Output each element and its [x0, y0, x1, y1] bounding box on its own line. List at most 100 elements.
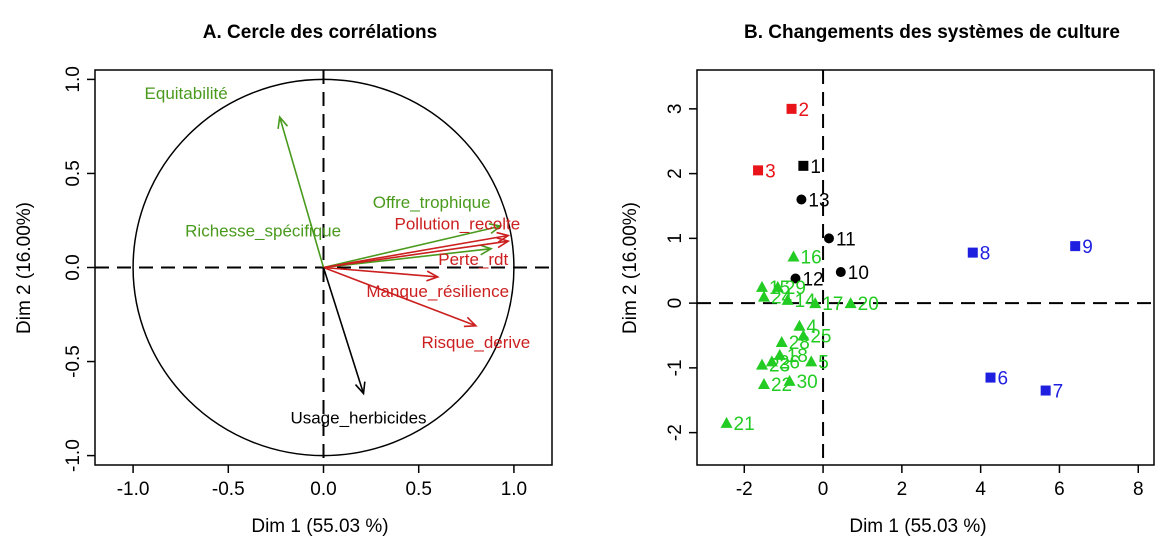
point-square-marker: [1070, 241, 1081, 252]
vector-label: Equitabilité: [145, 84, 228, 103]
point-label: 11: [836, 229, 856, 250]
vector-label: Risque_derive: [421, 333, 530, 352]
point-triangle-marker: [809, 297, 822, 309]
x-tick-label: -2: [736, 479, 753, 500]
x-tick-label: -0.5: [212, 479, 245, 500]
point-label: 20: [858, 294, 879, 315]
point-label: 28: [789, 333, 810, 354]
point-triangle-marker: [756, 280, 769, 292]
x-tick-label: 0.5: [405, 479, 431, 500]
y-tick-label: 1: [665, 233, 686, 244]
panel-b-title: B. Changements des systèmes de culture: [744, 22, 1120, 43]
point-triangle-marker: [720, 416, 733, 428]
vector-arrowhead: [488, 223, 503, 235]
point-triangle-marker: [797, 329, 810, 341]
point-label: 30: [797, 372, 818, 393]
y-tick-label: -0.5: [63, 345, 84, 378]
vector-arrowhead: [426, 270, 440, 282]
vector-arrow: [323, 234, 509, 269]
point-circle-marker: [823, 233, 834, 244]
panel-a-ylabel: Dim 2 (16.00%): [14, 202, 35, 334]
point-circle-marker: [835, 267, 846, 278]
point-triangle-marker: [793, 319, 806, 331]
panel-a-correlation-circle: A. Cercle des corrélations Dim 1 (55.03 …: [14, 22, 553, 537]
point-circle-marker: [796, 194, 807, 205]
point-triangle-marker: [757, 378, 770, 390]
point-label: 1: [810, 157, 821, 178]
point-square-marker: [967, 247, 978, 258]
vector-arrow: [323, 266, 438, 278]
point-triangle-marker: [775, 335, 788, 347]
point-label: 4: [806, 317, 817, 338]
vector-arrowhead: [463, 316, 478, 328]
vector-arrowhead: [354, 381, 366, 396]
vector-label: Perte_rdt: [438, 250, 508, 269]
point-square-marker: [753, 165, 764, 176]
point-label: 10: [848, 263, 869, 284]
point-label: 9: [1082, 237, 1093, 258]
vector-label: Offre_trophique: [373, 193, 491, 212]
vector-arrow: [322, 267, 365, 394]
unit-circle: [132, 78, 515, 457]
point-triangle-marker: [787, 250, 800, 262]
y-tick-label: -1.0: [63, 439, 84, 472]
vector-arrow: [323, 240, 509, 269]
panel-a-title: A. Cercle des corrélations: [203, 22, 437, 43]
vector-arrowhead: [277, 115, 289, 130]
point-label: 5: [818, 352, 829, 373]
point-label: 16: [801, 247, 822, 268]
y-tick-label: -2: [665, 424, 686, 441]
point-triangle-marker: [765, 355, 778, 367]
x-tick-label: -1.0: [117, 479, 150, 500]
point-label: 6: [998, 369, 1009, 390]
point-triangle-marker: [773, 348, 786, 360]
point-triangle-marker: [844, 297, 857, 309]
vector-arrow: [323, 266, 477, 327]
point-label: 2: [799, 100, 810, 121]
point-square-marker: [985, 372, 996, 383]
point-label: 26: [779, 352, 800, 373]
vector-arrowhead: [479, 244, 494, 256]
point-label: 24: [771, 288, 793, 309]
point-label: 13: [808, 191, 829, 212]
point-circle-marker: [790, 273, 801, 284]
point-triangle-marker: [771, 280, 784, 292]
vector-label: Manque_résilience: [366, 282, 509, 301]
point-square-marker: [1040, 385, 1051, 396]
panel-b-crop-system-changes: B. Changements des systèmes de culture D…: [620, 22, 1155, 537]
x-tick-label: 1.0: [501, 479, 527, 500]
point-triangle-marker: [757, 290, 770, 302]
y-tick-label: -1: [665, 359, 686, 376]
point-label: 7: [1053, 382, 1064, 403]
point-label: 17: [822, 294, 843, 315]
point-label: 25: [810, 326, 831, 347]
point-triangle-marker: [756, 358, 769, 370]
x-tick-label: 0: [818, 479, 829, 500]
panel-b-xlabel: Dim 1 (55.03 %): [849, 516, 986, 537]
point-label: 12: [802, 270, 823, 291]
point-label: 21: [734, 414, 755, 435]
x-tick-label: 8: [1133, 479, 1144, 500]
y-tick-label: 0: [665, 298, 686, 309]
x-tick-label: 2: [897, 479, 908, 500]
vector-arrow: [323, 225, 501, 269]
vector-arrow: [323, 247, 492, 269]
point-triangle-marker: [805, 355, 818, 367]
vector-label: Usage_herbicides: [290, 409, 426, 428]
point-label: 3: [765, 161, 776, 182]
x-tick-label: 0.0: [310, 479, 336, 500]
point-triangle-marker: [781, 293, 794, 305]
y-tick-label: 0.0: [63, 254, 84, 280]
point-label: 18: [787, 346, 808, 367]
x-tick-label: 6: [1054, 479, 1065, 500]
panel-a-xlabel: Dim 1 (55.03 %): [251, 516, 388, 537]
point-label: 29: [785, 278, 806, 299]
vector-label: Pollution_recolte: [395, 215, 521, 234]
point-label: 8: [980, 244, 991, 265]
panel-b-ylabel: Dim 2 (16.00%): [620, 202, 641, 334]
point-triangle-marker: [783, 374, 796, 386]
y-tick-label: 0.5: [63, 160, 84, 186]
vector-arrow: [278, 116, 325, 268]
vector-label: Richesse_spécifique: [185, 222, 341, 241]
